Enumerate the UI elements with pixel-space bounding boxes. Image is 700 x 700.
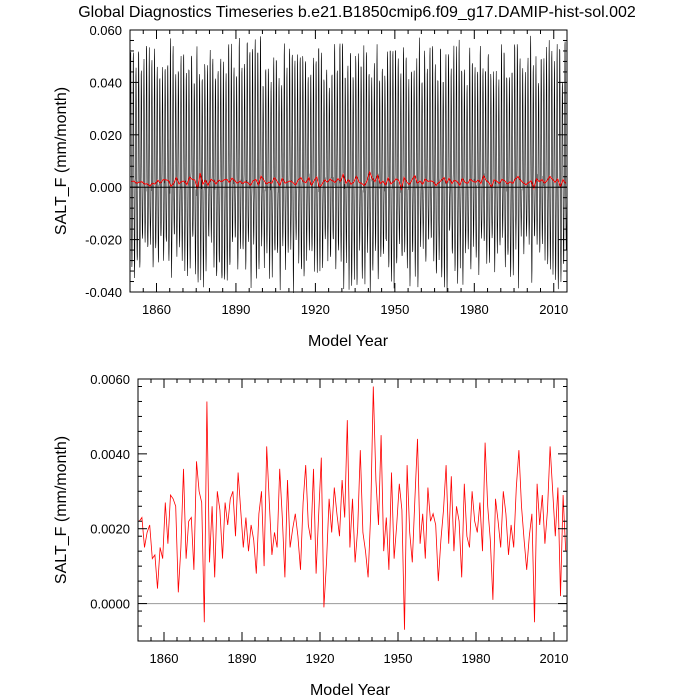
top-plot-frame xyxy=(129,29,568,293)
top-ticks-group: 1860 1890 1920 1950 1980 2010 -0.040 -0.020 0.00… xyxy=(85,23,568,317)
top-series-group xyxy=(129,35,568,293)
y-tick-label: -0.040 xyxy=(85,285,122,300)
bottom-x-axis-label: Model Year xyxy=(310,682,391,699)
y-tick-label: 0.0060 xyxy=(90,372,130,387)
y-tick-label: 0.000 xyxy=(89,180,122,195)
bottom-series-group xyxy=(138,386,567,630)
x-tick-label: 1980 xyxy=(462,651,491,666)
y-tick-label: 0.0040 xyxy=(90,447,130,462)
y-tick-label: 0.020 xyxy=(89,128,122,143)
top-y-axis-label: SALT_F (mm/month) xyxy=(53,87,70,235)
y-tick-label: -0.020 xyxy=(85,233,122,248)
bottom-plot-frame xyxy=(137,378,568,642)
bottom-ticks-group: 1860 1890 1920 1950 1980 2010 0.0000 0.0020 0.00… xyxy=(90,372,568,666)
x-tick-label: 1920 xyxy=(306,651,335,666)
x-tick-label: 1980 xyxy=(460,302,489,317)
top-x-axis-label: Model Year xyxy=(308,333,389,350)
x-tick-label: 1950 xyxy=(384,651,413,666)
bottom-annual-series-line xyxy=(138,386,567,630)
x-tick-label: 1860 xyxy=(142,302,171,317)
chart-title: Global Diagnostics Timeseries b.e21.B185… xyxy=(78,4,636,21)
x-tick-label: 2010 xyxy=(540,651,569,666)
bottom-y-axis-label: SALT_F (mm/month) xyxy=(53,436,70,584)
panel-monthly-and-annual: 1860 1890 1920 1950 1980 2010 -0.040 -0.020 0.00… xyxy=(53,23,568,350)
y-tick-label: 0.0020 xyxy=(90,522,130,537)
x-tick-label: 1920 xyxy=(301,302,330,317)
panel-annual: 1860 1890 1920 1950 1980 2010 0.0000 0.0020 0.00… xyxy=(53,372,568,699)
x-tick-label: 1890 xyxy=(221,302,250,317)
x-tick-label: 2010 xyxy=(539,302,568,317)
y-tick-label: 0.060 xyxy=(89,23,122,38)
top-monthly-series-line xyxy=(129,35,568,293)
x-tick-label: 1860 xyxy=(150,651,179,666)
x-tick-label: 1950 xyxy=(380,302,409,317)
y-tick-label: 0.040 xyxy=(89,75,122,90)
y-tick-label: 0.0000 xyxy=(90,597,130,612)
top-annual-series-line xyxy=(131,170,567,191)
x-tick-label: 1890 xyxy=(228,651,257,666)
